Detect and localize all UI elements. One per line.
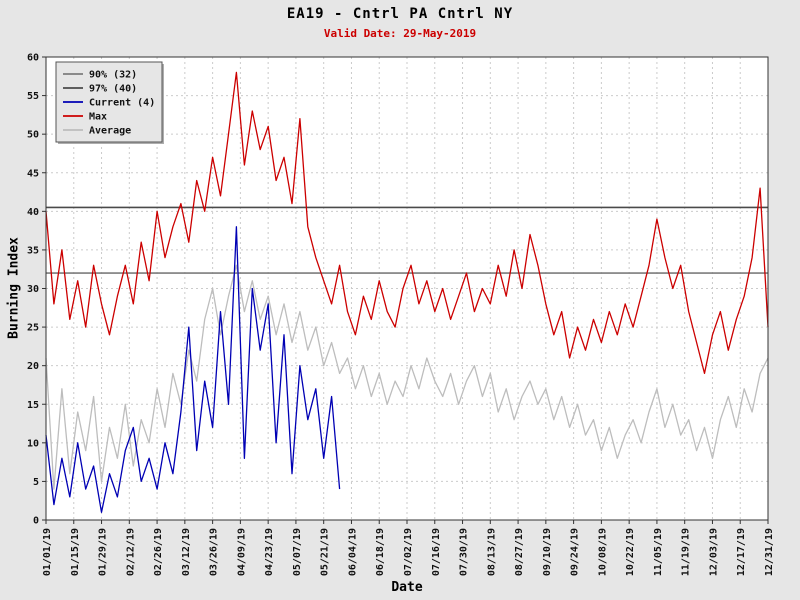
y-tick-label: 60 [27, 53, 39, 64]
y-tick-label: 10 [27, 438, 39, 449]
series-average-line [45, 264, 769, 490]
x-tick-label: 06/04/19 [347, 528, 358, 576]
legend-label-3: Max [89, 112, 107, 123]
chart-subtitle: Valid Date: 29-May-2019 [323, 27, 477, 40]
y-tick-label: 25 [27, 323, 39, 334]
x-tick-label: 12/03/19 [708, 528, 719, 576]
x-tick-label: 11/05/19 [653, 528, 664, 576]
y-tick-label: 35 [27, 245, 39, 256]
legend-label-0: 90% (32) [89, 70, 137, 81]
x-tick-label: 11/19/19 [681, 528, 692, 576]
y-tick-label: 40 [27, 207, 39, 218]
y-tick-label: 45 [27, 168, 39, 179]
y-tick-label: 30 [27, 284, 39, 295]
legend-label-1: 97% (40) [89, 84, 137, 95]
y-tick-label: 0 [33, 516, 39, 527]
x-tick-label: 04/09/19 [236, 528, 247, 576]
series-current-line [45, 226, 341, 513]
legend-label-4: Average [89, 126, 131, 137]
y-tick-label: 5 [33, 477, 39, 488]
x-tick-label: 01/01/19 [42, 528, 53, 576]
x-tick-label: 12/17/19 [736, 528, 747, 576]
x-tick-label: 08/13/19 [486, 528, 497, 576]
x-axis-label: Date [391, 580, 423, 595]
x-tick-label: 09/10/19 [542, 528, 553, 576]
x-tick-label: 05/21/19 [320, 528, 331, 576]
x-tick-label: 02/12/19 [125, 528, 136, 576]
x-tick-label: 01/29/19 [98, 528, 109, 576]
x-tick-label: 03/12/19 [181, 528, 192, 576]
x-tick-label: 07/30/19 [459, 528, 470, 576]
y-tick-label: 15 [27, 400, 39, 411]
x-tick-label: 04/23/19 [264, 528, 275, 576]
x-tick-label: 01/15/19 [70, 528, 81, 576]
x-tick-label: 06/18/19 [375, 528, 386, 576]
x-tick-label: 07/16/19 [431, 528, 442, 576]
x-tick-label: 10/22/19 [625, 528, 636, 576]
y-tick-label: 50 [27, 130, 39, 141]
x-tick-label: 05/07/19 [292, 528, 303, 576]
x-tick-label: 10/08/19 [597, 528, 608, 576]
x-tick-label: 02/26/19 [153, 528, 164, 576]
chart-title: EA19 - Cntrl PA Cntrl NY [286, 6, 514, 22]
x-tick-label: 08/27/19 [514, 528, 525, 576]
y-tick-label: 20 [27, 361, 39, 372]
x-tick-label: 09/24/19 [570, 528, 581, 576]
legend-label-2: Current (4) [89, 98, 155, 109]
y-tick-label: 55 [27, 91, 39, 102]
series-max-line [45, 71, 769, 375]
x-tick-label: 12/31/19 [764, 528, 775, 576]
x-tick-label: 03/26/19 [209, 528, 220, 576]
x-tick-label: 07/02/19 [403, 528, 414, 576]
